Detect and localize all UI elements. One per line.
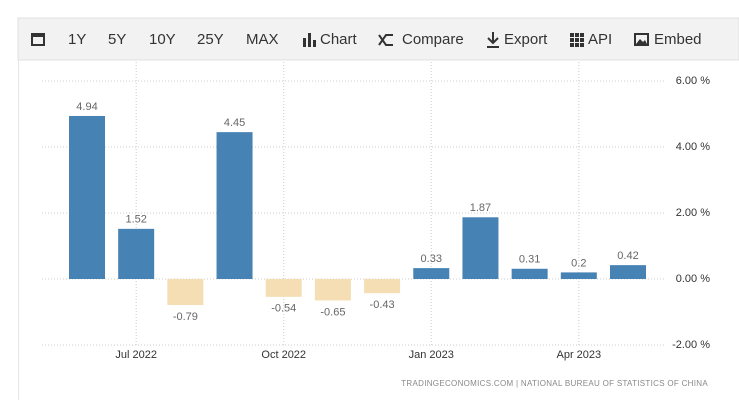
bar (265, 279, 302, 297)
api-icon (570, 33, 584, 47)
bar (216, 132, 253, 279)
bar (413, 268, 450, 279)
bar (364, 279, 401, 294)
value-label: 1.87 (470, 202, 491, 214)
bar (118, 228, 155, 279)
bar (511, 268, 548, 279)
toolbar-25y[interactable]: 25Y (197, 31, 224, 48)
x-tick-label: Jan 2023 (409, 349, 454, 361)
toolbar-1y[interactable]: 1Y (68, 31, 86, 48)
value-label: 1.52 (125, 214, 146, 226)
y-tick-label: 2.00 % (676, 207, 710, 219)
bar (462, 217, 499, 279)
value-label: 4.94 (76, 101, 97, 113)
toolbar-10y[interactable]: 10Y (149, 31, 176, 48)
toolbar-chart[interactable]: Chart (320, 31, 358, 48)
x-tick-label: Apr 2023 (556, 349, 601, 361)
compare-icon (378, 34, 393, 46)
export-icon (487, 32, 499, 48)
x-tick-label: Jul 2022 (115, 349, 157, 361)
value-label: 0.33 (421, 253, 442, 265)
y-tick-label: 6.00 % (676, 75, 710, 87)
toolbar-max[interactable]: MAX (246, 31, 279, 48)
chart-icon (303, 33, 316, 47)
bar (560, 272, 597, 279)
value-label: -0.79 (173, 311, 198, 323)
value-label: 4.45 (224, 117, 245, 129)
toolbar (17, 17, 739, 61)
y-tick-label: 0.00 % (676, 273, 710, 285)
calendar-icon (31, 33, 45, 46)
toolbar-embed[interactable]: Embed (654, 31, 702, 48)
bar (314, 279, 351, 301)
x-tick-label: Oct 2022 (261, 349, 306, 361)
value-label: 0.2 (571, 257, 586, 269)
embed-icon (634, 33, 649, 46)
toolbar-5y[interactable]: 5Y (108, 31, 126, 48)
y-tick-label: -2.00 % (672, 339, 710, 351)
bar (167, 279, 204, 306)
source: TRADINGECONOMICS.COM | NATIONAL BUREAU O… (401, 379, 708, 388)
y-tick-label: 4.00 % (676, 141, 710, 153)
value-label: 0.42 (617, 250, 638, 262)
toolbar-compare[interactable]: Compare (402, 31, 464, 48)
value-label: -0.65 (320, 306, 345, 318)
bar (69, 115, 105, 279)
toolbar-api[interactable]: API (588, 31, 612, 48)
value-label: -0.43 (370, 299, 395, 311)
value-label: -0.54 (271, 303, 296, 315)
toolbar-export[interactable]: Export (504, 31, 548, 48)
value-label: 0.31 (519, 254, 540, 266)
bar (610, 265, 646, 279)
